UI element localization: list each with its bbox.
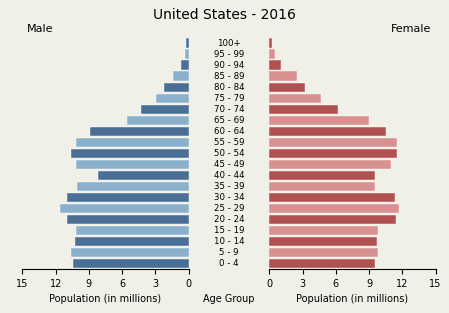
Text: 45 - 49: 45 - 49 bbox=[214, 160, 244, 169]
Bar bbox=[67, 215, 189, 224]
Bar bbox=[269, 226, 378, 235]
Text: 0 - 4: 0 - 4 bbox=[219, 259, 239, 268]
Bar bbox=[269, 94, 321, 103]
Text: Male: Male bbox=[27, 24, 53, 34]
Text: United States - 2016: United States - 2016 bbox=[153, 8, 296, 22]
Bar bbox=[67, 193, 189, 202]
Text: 20 - 24: 20 - 24 bbox=[214, 215, 244, 224]
Bar bbox=[186, 38, 189, 48]
Bar bbox=[60, 204, 189, 213]
Bar bbox=[141, 105, 189, 114]
Bar bbox=[127, 115, 189, 125]
Bar bbox=[269, 115, 369, 125]
Bar bbox=[269, 127, 386, 136]
X-axis label: Population (in millions): Population (in millions) bbox=[296, 295, 409, 305]
Text: 80 - 84: 80 - 84 bbox=[214, 83, 244, 92]
Bar bbox=[269, 105, 338, 114]
Bar bbox=[269, 38, 272, 48]
X-axis label: Population (in millions): Population (in millions) bbox=[49, 295, 162, 305]
Bar bbox=[269, 171, 374, 180]
Bar bbox=[90, 127, 189, 136]
Text: 95 - 99: 95 - 99 bbox=[214, 49, 244, 59]
Bar bbox=[269, 71, 297, 81]
Text: 100+: 100+ bbox=[217, 38, 241, 48]
Text: 75 - 79: 75 - 79 bbox=[214, 94, 244, 103]
Bar bbox=[180, 60, 189, 70]
Bar bbox=[269, 182, 374, 191]
Text: 5 - 9: 5 - 9 bbox=[219, 248, 239, 257]
Bar bbox=[164, 83, 189, 92]
Bar bbox=[269, 193, 395, 202]
Text: 30 - 34: 30 - 34 bbox=[214, 193, 244, 202]
Text: Age Group: Age Group bbox=[203, 294, 255, 304]
Text: 35 - 39: 35 - 39 bbox=[214, 182, 244, 191]
Text: Female: Female bbox=[391, 24, 431, 34]
Text: 15 - 19: 15 - 19 bbox=[214, 226, 244, 235]
Bar bbox=[73, 259, 189, 268]
Bar bbox=[185, 49, 189, 59]
Bar bbox=[269, 248, 378, 257]
Text: 60 - 64: 60 - 64 bbox=[214, 127, 244, 136]
Bar bbox=[269, 204, 399, 213]
Bar bbox=[269, 138, 397, 147]
Bar bbox=[269, 60, 281, 70]
Bar bbox=[269, 83, 305, 92]
Bar bbox=[77, 182, 189, 191]
Bar bbox=[269, 160, 391, 169]
Bar bbox=[269, 237, 377, 246]
Bar bbox=[269, 49, 275, 59]
Bar bbox=[269, 259, 374, 268]
Text: 55 - 59: 55 - 59 bbox=[214, 138, 244, 147]
Bar bbox=[156, 94, 189, 103]
Text: 10 - 14: 10 - 14 bbox=[214, 237, 244, 246]
Text: 65 - 69: 65 - 69 bbox=[214, 116, 244, 125]
Bar bbox=[173, 71, 189, 81]
Text: 50 - 54: 50 - 54 bbox=[214, 149, 244, 158]
Bar bbox=[71, 149, 189, 158]
Text: 25 - 29: 25 - 29 bbox=[214, 204, 244, 213]
Bar bbox=[98, 171, 189, 180]
Bar bbox=[75, 160, 189, 169]
Text: 70 - 74: 70 - 74 bbox=[214, 105, 244, 114]
Bar bbox=[75, 237, 189, 246]
Text: 85 - 89: 85 - 89 bbox=[214, 72, 244, 81]
Text: 90 - 94: 90 - 94 bbox=[214, 61, 244, 69]
Bar bbox=[75, 226, 189, 235]
Bar bbox=[269, 149, 397, 158]
Bar bbox=[71, 248, 189, 257]
Bar bbox=[269, 215, 396, 224]
Text: 40 - 44: 40 - 44 bbox=[214, 171, 244, 180]
Bar bbox=[75, 138, 189, 147]
